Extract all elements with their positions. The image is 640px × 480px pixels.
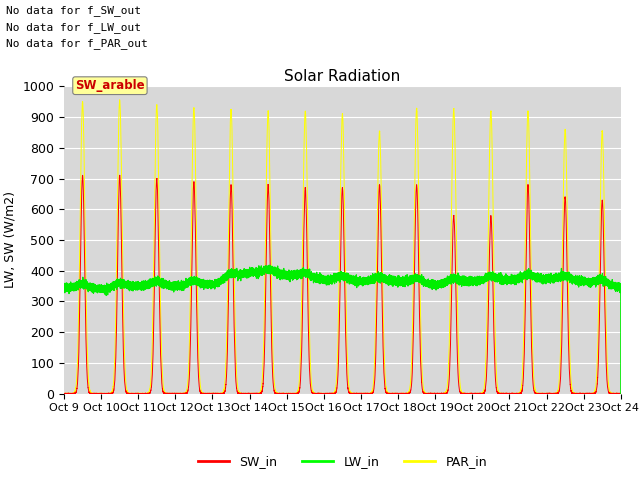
Text: SW_arable: SW_arable [75,79,145,92]
Text: No data for f_LW_out: No data for f_LW_out [6,22,141,33]
Title: Solar Radiation: Solar Radiation [284,69,401,84]
Text: No data for f_PAR_out: No data for f_PAR_out [6,38,148,49]
Legend: SW_in, LW_in, PAR_in: SW_in, LW_in, PAR_in [193,450,492,473]
Text: No data for f_SW_out: No data for f_SW_out [6,5,141,16]
Y-axis label: LW, SW (W/m2): LW, SW (W/m2) [4,192,17,288]
